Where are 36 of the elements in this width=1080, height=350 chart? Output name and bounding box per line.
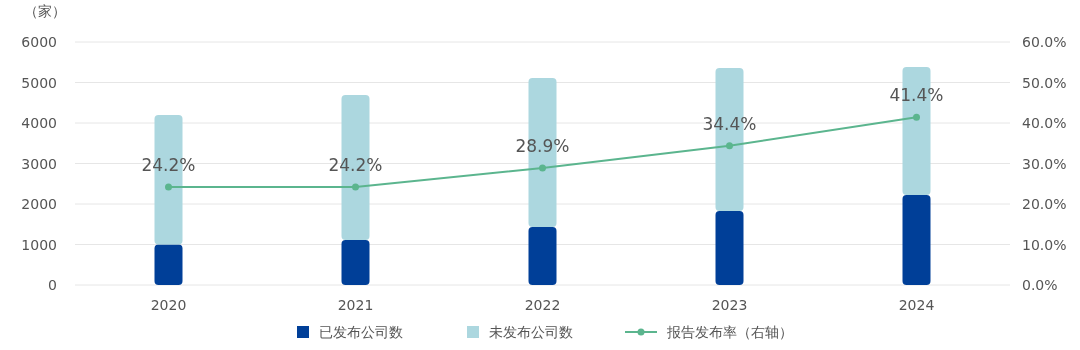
- y-tick-label: 0: [48, 277, 57, 293]
- point: [539, 164, 546, 172]
- point: [913, 113, 920, 121]
- bar: [528, 227, 557, 285]
- y-axis-title: （家）: [24, 3, 66, 19]
- data-label: 24.2%: [328, 154, 383, 175]
- y2-tick-label: 50.0%: [1022, 74, 1067, 91]
- y-tick-label: 1000: [21, 236, 57, 253]
- y-tick-label: 2000: [21, 196, 57, 212]
- point: [352, 183, 359, 191]
- legend-label: 报告发布率（右轴）: [666, 324, 793, 340]
- y-tick-label: 4000: [21, 115, 57, 131]
- bar: [902, 195, 931, 285]
- data-label: 34.4%: [702, 113, 757, 134]
- y2-tick-label: 0.0%: [1022, 277, 1058, 293]
- y-tick-label: 5000: [21, 74, 57, 91]
- bar: [341, 240, 370, 285]
- y2-tick-label: 30.0%: [1022, 155, 1067, 172]
- x-tick-label: 2021: [337, 297, 374, 313]
- x-tick-label: 2020: [150, 297, 187, 313]
- data-label: 24.2%: [141, 154, 196, 175]
- x-tick-label: 2023: [711, 297, 748, 313]
- y-tick-label: 3000: [21, 155, 57, 172]
- y2-tick-label: 20.0%: [1022, 196, 1067, 212]
- y2-tick-label: 60.0%: [1022, 34, 1067, 50]
- bar: [715, 210, 744, 285]
- y2-tick-label: 40.0%: [1022, 115, 1067, 131]
- y-tick-label: 6000: [21, 34, 57, 50]
- point: [165, 183, 172, 191]
- bar: [154, 244, 183, 285]
- legend-label: 已发布公司数: [319, 324, 403, 340]
- point: [726, 142, 733, 150]
- x-tick-label: 2022: [524, 297, 561, 313]
- y2-tick-label: 10.0%: [1022, 236, 1067, 253]
- legend-label: 未发布公司数: [489, 324, 573, 340]
- x-tick-label: 2024: [898, 297, 935, 313]
